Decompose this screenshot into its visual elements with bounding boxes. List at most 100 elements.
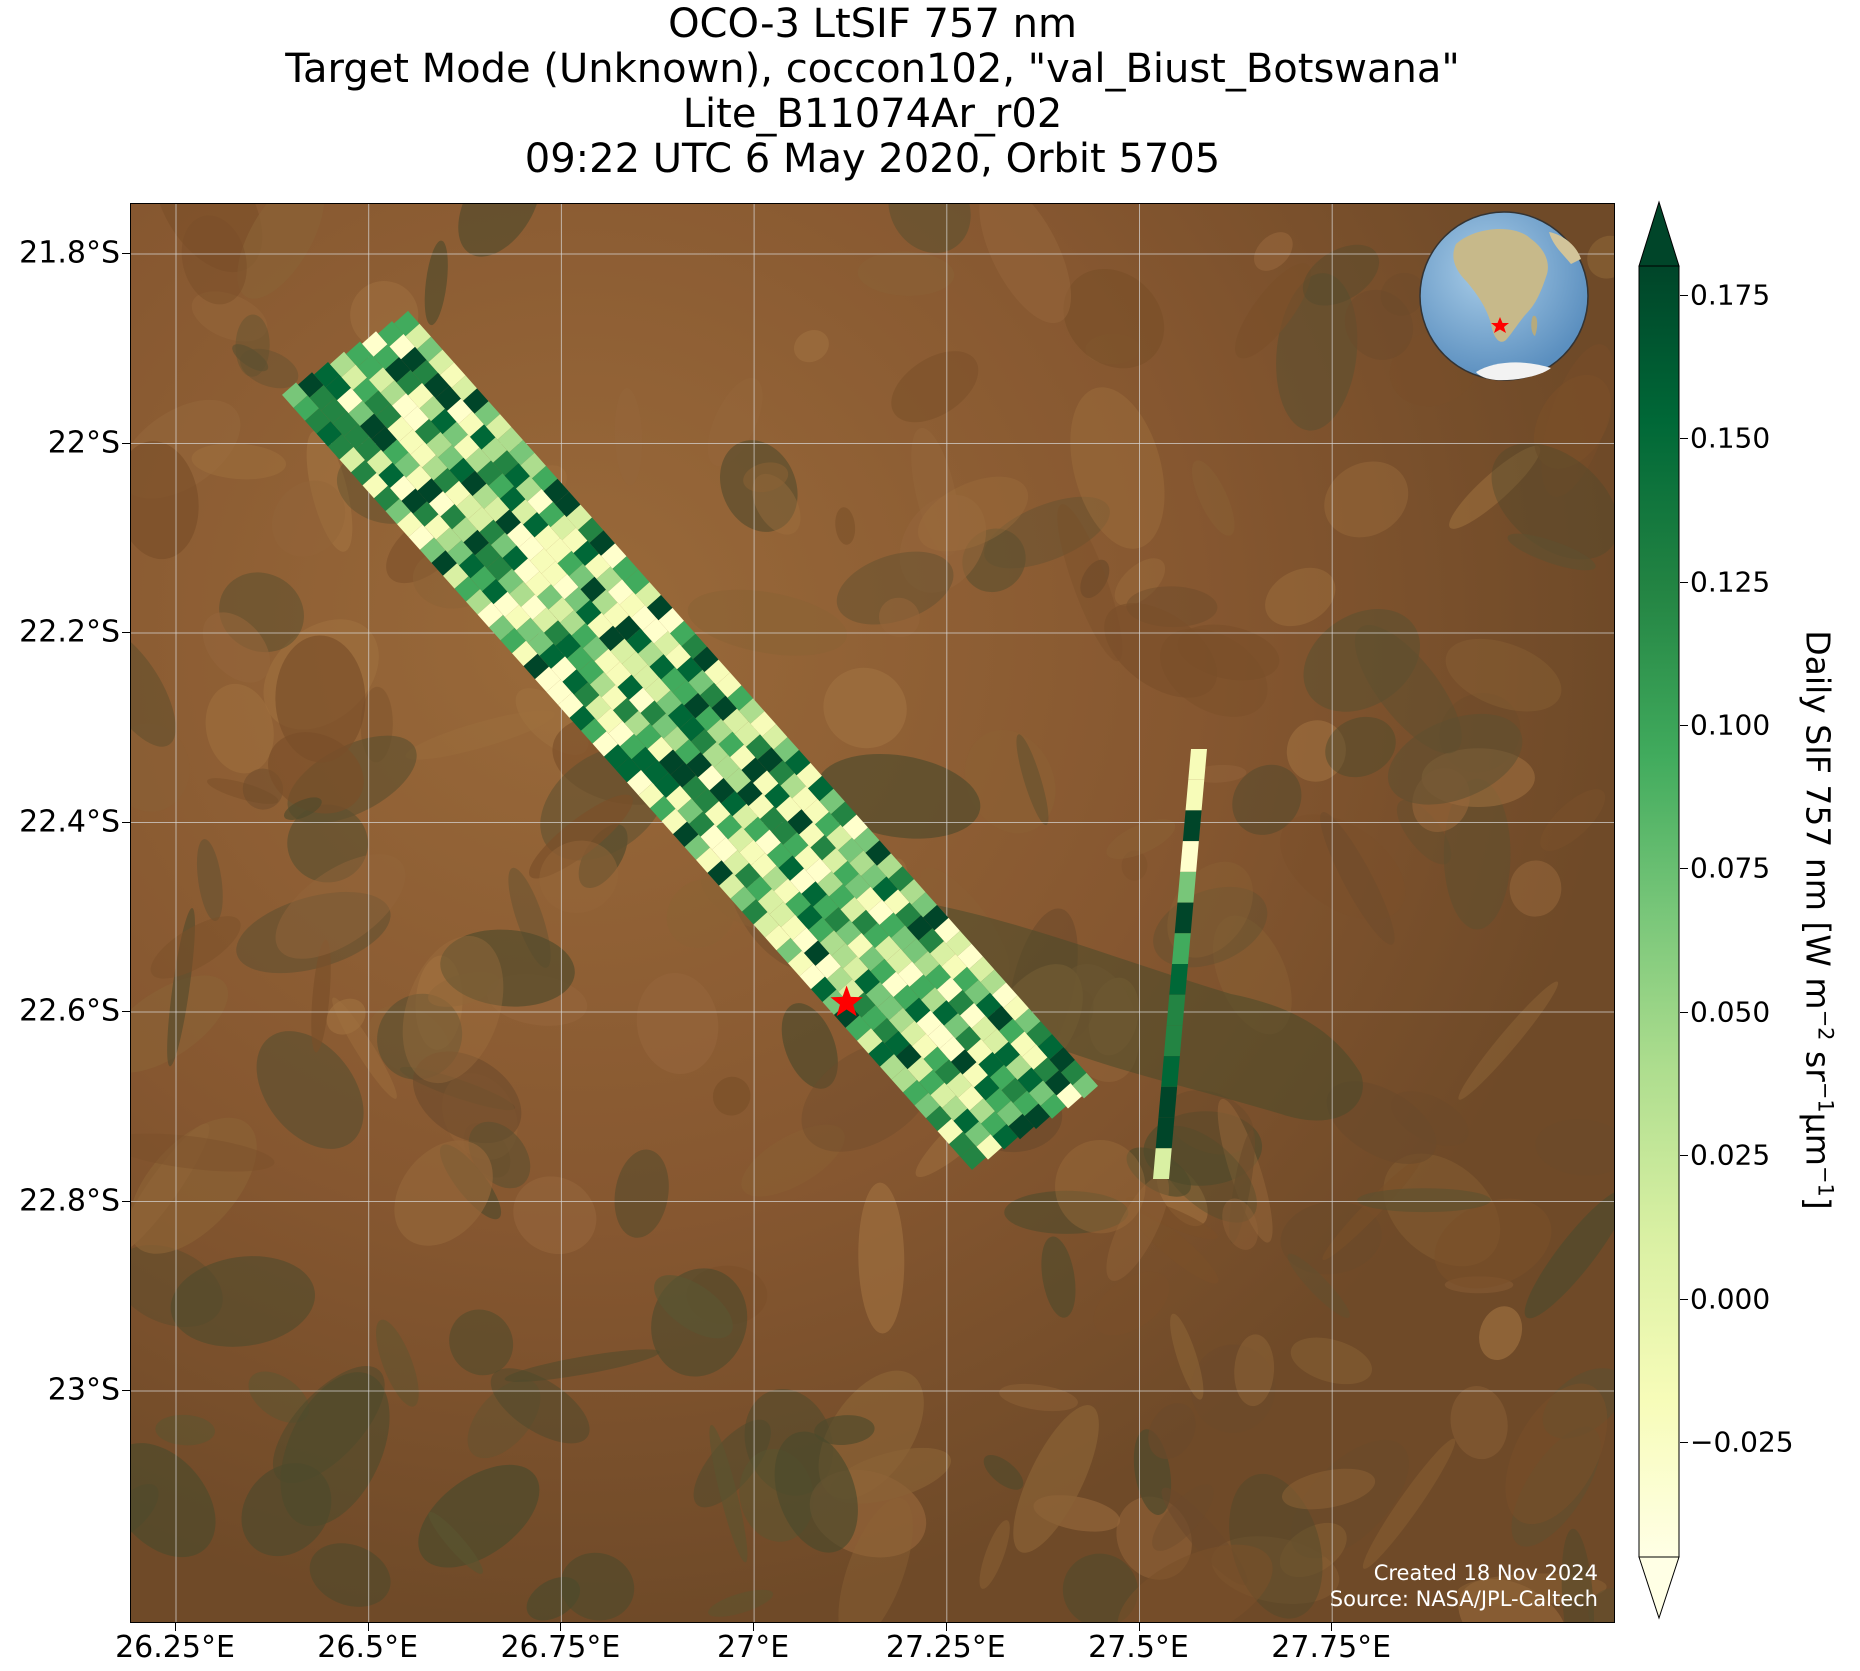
sif-cell[interactable] [401, 488, 428, 514]
sif-cell[interactable] [707, 860, 734, 886]
sif-cell[interactable] [827, 966, 853, 992]
sif-cell[interactable] [866, 981, 892, 1008]
sif-cell[interactable] [619, 592, 646, 618]
sif-cell[interactable] [875, 935, 901, 962]
sif-cell[interactable] [801, 881, 828, 907]
sif-cell[interactable] [469, 424, 496, 450]
sif-cell[interactable] [847, 933, 874, 959]
sif-cell[interactable] [470, 565, 497, 592]
sif-cell[interactable] [771, 819, 798, 845]
sif-cell[interactable] [656, 690, 683, 716]
sif-cell[interactable] [489, 614, 515, 641]
sif-cell[interactable] [773, 737, 800, 763]
sif-cell[interactable] [440, 504, 467, 530]
sif-cell[interactable] [748, 793, 775, 819]
sif-cell[interactable] [502, 545, 529, 571]
sif-cell[interactable] [711, 695, 738, 722]
sif-cell[interactable] [985, 1088, 1012, 1114]
sif-cell[interactable] [615, 757, 642, 783]
sif-cell[interactable] [942, 1095, 968, 1121]
sif-cell[interactable] [516, 617, 543, 644]
sif-cell[interactable] [626, 628, 653, 654]
sif-cell[interactable] [633, 664, 660, 690]
sif-cell[interactable] [530, 548, 556, 574]
sif-cell[interactable] [1008, 1113, 1035, 1140]
sif-cell[interactable] [826, 824, 853, 851]
sif-cell[interactable] [854, 969, 881, 995]
sif-cell[interactable] [896, 1043, 922, 1070]
sif-cell[interactable] [599, 625, 625, 652]
sif-cell[interactable] [580, 576, 607, 603]
sif-cell[interactable] [787, 809, 814, 835]
sif-cell[interactable] [728, 826, 754, 853]
sif-cell[interactable] [932, 1000, 959, 1026]
sif-cell[interactable] [769, 901, 796, 928]
sif-cell[interactable] [1033, 1057, 1060, 1083]
sif-cell[interactable] [688, 669, 715, 696]
sif-cell[interactable] [1155, 1117, 1175, 1149]
sif-cell[interactable] [362, 472, 389, 499]
sif-cell[interactable] [1014, 1008, 1041, 1034]
sif-cell[interactable] [744, 816, 770, 843]
sif-cell[interactable] [488, 473, 515, 499]
sif-cell[interactable] [661, 808, 688, 835]
sif-cell[interactable] [1024, 1103, 1051, 1129]
sif-cell[interactable] [868, 1041, 895, 1067]
sif-cell[interactable] [775, 796, 802, 822]
sif-cell[interactable] [677, 798, 704, 824]
sif-cell[interactable] [1161, 1056, 1180, 1087]
sif-cell[interactable] [905, 997, 931, 1023]
sif-cell[interactable] [1177, 871, 1197, 903]
sif-cell[interactable] [456, 493, 483, 520]
sif-cell[interactable] [293, 395, 320, 421]
sif-cell[interactable] [454, 576, 481, 602]
sif-cell[interactable] [472, 483, 499, 509]
sif-cell[interactable] [879, 912, 906, 938]
sif-cell[interactable] [607, 579, 634, 605]
sif-cell[interactable] [364, 390, 391, 416]
sif-cell[interactable] [829, 884, 855, 910]
sif-cell[interactable] [591, 589, 618, 616]
sif-cell[interactable] [891, 1067, 918, 1093]
sif-cell[interactable] [412, 359, 439, 386]
sif-cell[interactable] [458, 411, 485, 437]
sif-cell[interactable] [774, 878, 800, 905]
sif-cell[interactable] [1182, 810, 1202, 842]
sif-cell[interactable] [902, 938, 929, 964]
sif-cell[interactable] [509, 581, 536, 607]
sif-cell[interactable] [729, 744, 756, 771]
sif-cell[interactable] [991, 982, 1018, 1008]
sif-cell[interactable] [762, 865, 789, 892]
sif-cell[interactable] [612, 556, 639, 582]
sif-cell[interactable] [982, 1028, 1009, 1055]
sif-cell[interactable] [357, 354, 384, 380]
sif-cell[interactable] [739, 839, 766, 866]
sif-cell[interactable] [912, 1033, 938, 1060]
sif-cell[interactable] [550, 514, 577, 541]
sif-cell[interactable] [767, 842, 793, 868]
sif-cell[interactable] [978, 1051, 1005, 1078]
sif-cell[interactable] [752, 770, 779, 796]
sif-cell[interactable] [515, 476, 542, 502]
sif-cell[interactable] [351, 459, 377, 486]
sif-cell[interactable] [1163, 1025, 1183, 1057]
sif-cell[interactable] [1056, 1083, 1083, 1109]
sif-cell[interactable] [482, 578, 508, 605]
sif-cell[interactable] [873, 1018, 899, 1044]
sif-cell[interactable] [523, 653, 550, 680]
sif-cell[interactable] [997, 1100, 1023, 1127]
sif-cell[interactable] [321, 398, 347, 424]
sif-cell[interactable] [718, 731, 745, 758]
sif-cell[interactable] [673, 821, 699, 847]
sif-cell[interactable] [700, 824, 727, 850]
sif-cell[interactable] [512, 640, 538, 667]
sif-cell[interactable] [393, 310, 420, 337]
sif-cell[interactable] [484, 496, 510, 522]
sif-cell[interactable] [682, 775, 708, 801]
sif-cell[interactable] [537, 584, 563, 610]
sif-cell[interactable] [955, 1026, 982, 1052]
sif-cell[interactable] [305, 408, 331, 434]
sif-cell[interactable] [1044, 1070, 1071, 1096]
sif-cell[interactable] [758, 888, 784, 915]
sif-cell[interactable] [438, 444, 464, 471]
